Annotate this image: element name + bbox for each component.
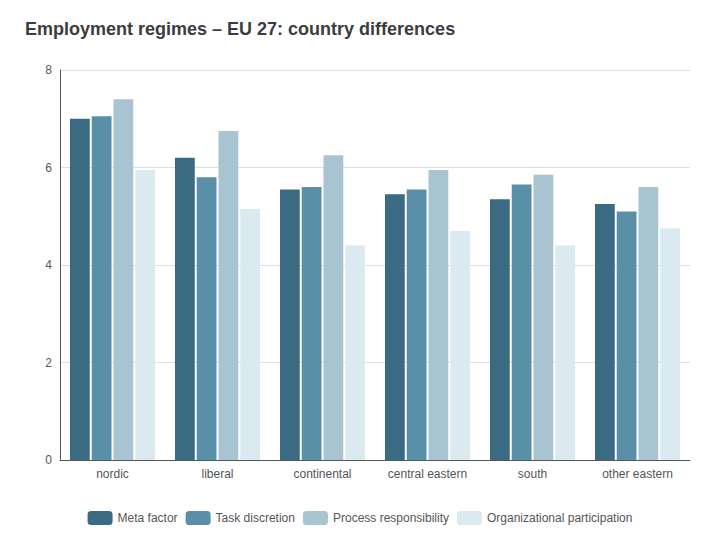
svg-text:continental: continental <box>293 467 351 481</box>
svg-text:Employment regimes – EU 27: co: Employment regimes – EU 27: country diff… <box>25 19 455 39</box>
svg-text:2: 2 <box>45 356 52 370</box>
svg-text:nordic: nordic <box>96 467 129 481</box>
svg-text:4: 4 <box>45 258 52 272</box>
svg-text:central eastern: central eastern <box>388 467 467 481</box>
svg-text:6: 6 <box>45 161 52 175</box>
svg-text:other eastern: other eastern <box>602 467 673 481</box>
svg-text:Task discretion: Task discretion <box>216 511 295 525</box>
svg-text:Meta factor: Meta factor <box>118 511 178 525</box>
svg-text:south: south <box>518 467 547 481</box>
svg-text:8: 8 <box>45 63 52 77</box>
svg-text:Process responsibility: Process responsibility <box>333 511 449 525</box>
svg-text:liberal: liberal <box>201 467 233 481</box>
svg-text:0: 0 <box>45 453 52 467</box>
svg-text:Organizational participation: Organizational participation <box>487 511 632 525</box>
